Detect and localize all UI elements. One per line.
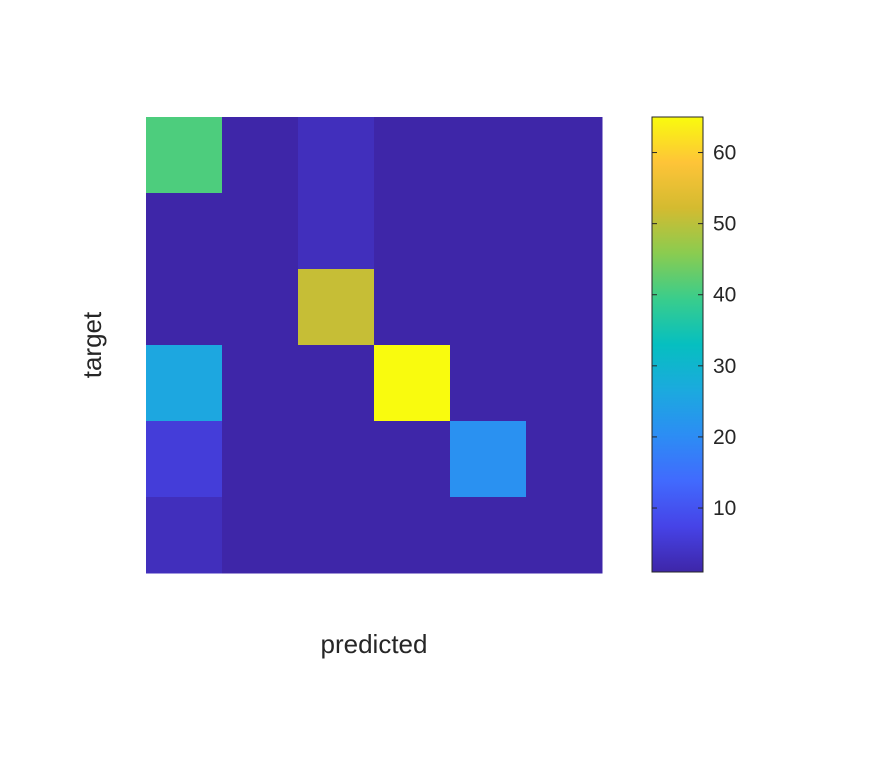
y-axis-label: target [77, 311, 107, 378]
colorbar-tick-label: 50 [713, 213, 736, 236]
heatmap-cell-r0-c3 [374, 117, 451, 194]
colorbar-tick-label: 10 [713, 497, 736, 520]
heatmap-cell-r2-c3 [374, 269, 451, 346]
heatmap-cell-r1-c4 [450, 193, 527, 270]
heatmap-cell-r5-c1 [222, 497, 299, 574]
heatmap-cell-r0-c5 [526, 117, 603, 194]
heatmap-cell-r1-c5 [526, 193, 603, 270]
heatmap-cell-r4-c1 [222, 421, 299, 498]
colorbar-tick-label: 20 [713, 426, 736, 449]
colorbar-frame [651, 116, 704, 573]
heatmap-cell-r3-c3 [374, 345, 451, 422]
heatmap-cell-r4-c2 [298, 421, 375, 498]
heatmap-cell-r3-c5 [526, 345, 603, 422]
heatmap-cell-r2-c2 [298, 269, 375, 346]
heatmap-cell-r1-c2 [298, 193, 375, 270]
colorbar-gradient [652, 117, 703, 572]
colorbar-tick-label: 40 [713, 284, 736, 307]
heatmap-cell-r4-c3 [374, 421, 451, 498]
heatmap-cell-r2-c1 [222, 269, 299, 346]
heatmap-cell-r0-c1 [222, 117, 299, 194]
heatmap-cell-r1-c1 [222, 193, 299, 270]
heatmap-cell-r1-c0 [146, 193, 223, 270]
colorbar: 10 20 30 40 50 60 [651, 116, 736, 573]
heatmap-cell-r1-c3 [374, 193, 451, 270]
x-axis-label: predicted [321, 629, 428, 659]
heatmap-cell-r0-c0 [146, 117, 223, 194]
heatmap-cell-r4-c4 [450, 421, 527, 498]
heatmap-cell-r5-c0 [146, 497, 223, 574]
colorbar-tick-label: 60 [713, 142, 736, 165]
heatmap-cell-r3-c0 [146, 345, 223, 422]
heatmap-cell-r3-c1 [222, 345, 299, 422]
heatmap-cell-r2-c5 [526, 269, 603, 346]
heatmap-cell-r0-c2 [298, 117, 375, 194]
heatmap-cell-r2-c0 [146, 269, 223, 346]
heatmap-cell-r4-c0 [146, 421, 223, 498]
heatmap-cell-r5-c4 [450, 497, 527, 574]
heatmap-cell-r0-c4 [450, 117, 527, 194]
heatmap-cell-r5-c3 [374, 497, 451, 574]
heatmap-cell-r4-c5 [526, 421, 603, 498]
heatmap-cell-r3-c4 [450, 345, 527, 422]
heatmap-cell-r5-c2 [298, 497, 375, 574]
heatmap-cell-r3-c2 [298, 345, 375, 422]
heatmap-cell-r2-c4 [450, 269, 527, 346]
heatmap-cells [146, 117, 603, 574]
colorbar-tick-label: 30 [713, 355, 736, 378]
heatmap-cell-r5-c5 [526, 497, 603, 574]
